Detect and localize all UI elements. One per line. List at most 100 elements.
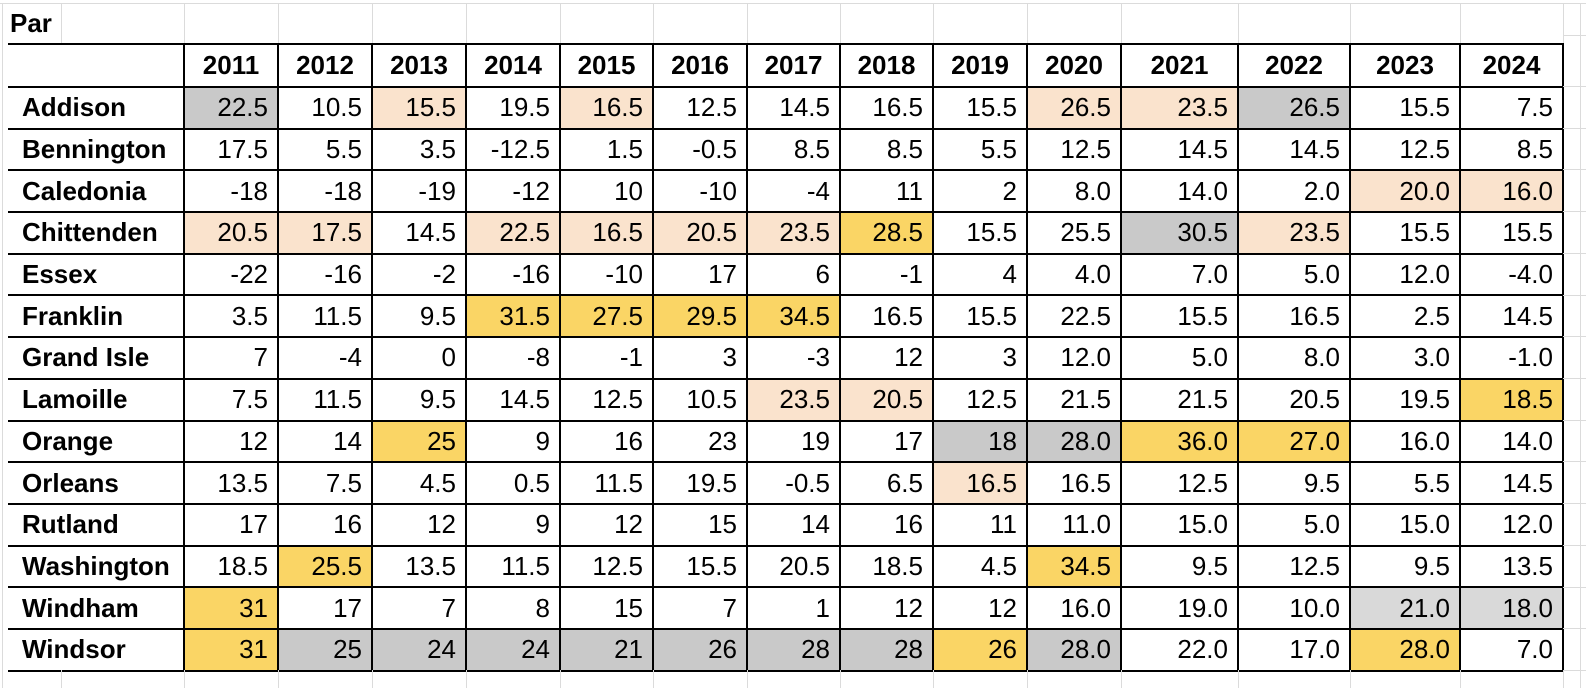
col-header-2015[interactable]: 2015 (559, 43, 654, 88)
cell-chittenden-2022[interactable]: 23.5 (1237, 211, 1351, 255)
cell-rutland-2015[interactable]: 12 (559, 502, 654, 547)
cell-rutland-2024[interactable]: 12.0 (1459, 502, 1564, 547)
cell-franklin-2014[interactable]: 31.5 (465, 294, 561, 339)
cell-lamoille-2023[interactable]: 19.5 (1349, 377, 1461, 422)
col-header-2016[interactable]: 2016 (652, 43, 748, 88)
cell-addison-2016[interactable]: 12.5 (652, 86, 748, 130)
cell-rutland-2017[interactable]: 14 (746, 502, 841, 547)
cell-bennington-2018[interactable]: 8.5 (839, 127, 934, 172)
row-header-windsor[interactable]: Windsor (8, 627, 185, 672)
cell-franklin-2023[interactable]: 2.5 (1349, 294, 1461, 339)
cell-lamoille-2019[interactable]: 12.5 (932, 377, 1028, 422)
cell-franklin-2012[interactable]: 11.5 (277, 294, 373, 339)
cell-windham-2018[interactable]: 12 (839, 586, 934, 630)
cell-essex-2017[interactable]: 6 (746, 252, 841, 297)
row-header-addison[interactable]: Addison (8, 86, 185, 130)
cell-grand-isle-2012[interactable]: -4 (277, 336, 373, 380)
cell-addison-2012[interactable]: 10.5 (277, 86, 373, 130)
cell-bennington-2014[interactable]: -12.5 (465, 127, 561, 172)
cell-addison-2011[interactable]: 22.5 (183, 86, 279, 130)
corner-cell-par[interactable]: Par (10, 8, 52, 38)
cell-grand-isle-2014[interactable]: -8 (465, 336, 561, 380)
cell-rutland-2022[interactable]: 5.0 (1237, 502, 1351, 547)
cell-addison-2021[interactable]: 23.5 (1120, 86, 1239, 130)
cell-washington-2016[interactable]: 15.5 (652, 544, 748, 589)
cell-bennington-2021[interactable]: 14.5 (1120, 127, 1239, 172)
cell-grand-isle-2017[interactable]: -3 (746, 336, 841, 380)
cell-bennington-2011[interactable]: 17.5 (183, 127, 279, 172)
cell-washington-2017[interactable]: 20.5 (746, 544, 841, 589)
cell-orange-2021[interactable]: 36.0 (1120, 419, 1239, 464)
cell-grand-isle-2023[interactable]: 3.0 (1349, 336, 1461, 380)
cell-chittenden-2018[interactable]: 28.5 (839, 211, 934, 255)
cell-essex-2022[interactable]: 5.0 (1237, 252, 1351, 297)
cell-bennington-2015[interactable]: 1.5 (559, 127, 654, 172)
cell-essex-2019[interactable]: 4 (932, 252, 1028, 297)
col-header-2021[interactable]: 2021 (1120, 43, 1239, 88)
cell-addison-2023[interactable]: 15.5 (1349, 86, 1461, 130)
cell-franklin-2024[interactable]: 14.5 (1459, 294, 1564, 339)
cell-essex-2014[interactable]: -16 (465, 252, 561, 297)
cell-orleans-2014[interactable]: 0.5 (465, 461, 561, 505)
cell-windham-2017[interactable]: 1 (746, 586, 841, 630)
cell-windsor-2023[interactable]: 28.0 (1349, 627, 1461, 672)
cell-grand-isle-2015[interactable]: -1 (559, 336, 654, 380)
cell-windsor-2022[interactable]: 17.0 (1237, 627, 1351, 672)
row-header-rutland[interactable]: Rutland (8, 502, 185, 547)
cell-essex-2016[interactable]: 17 (652, 252, 748, 297)
cell-grand-isle-2019[interactable]: 3 (932, 336, 1028, 380)
cell-franklin-2019[interactable]: 15.5 (932, 294, 1028, 339)
cell-addison-2019[interactable]: 15.5 (932, 86, 1028, 130)
cell-orleans-2013[interactable]: 4.5 (371, 461, 467, 505)
cell-windsor-2016[interactable]: 26 (652, 627, 748, 672)
cell-bennington-2016[interactable]: -0.5 (652, 127, 748, 172)
cell-orange-2022[interactable]: 27.0 (1237, 419, 1351, 464)
cell-franklin-2017[interactable]: 34.5 (746, 294, 841, 339)
cell-chittenden-2011[interactable]: 20.5 (183, 211, 279, 255)
cell-lamoille-2020[interactable]: 21.5 (1026, 377, 1122, 422)
cell-orange-2017[interactable]: 19 (746, 419, 841, 464)
col-header-2013[interactable]: 2013 (371, 43, 467, 88)
cell-orange-2014[interactable]: 9 (465, 419, 561, 464)
cell-chittenden-2019[interactable]: 15.5 (932, 211, 1028, 255)
cell-windham-2014[interactable]: 8 (465, 586, 561, 630)
cell-orange-2018[interactable]: 17 (839, 419, 934, 464)
cell-caledonia-2022[interactable]: 2.0 (1237, 169, 1351, 214)
cell-caledonia-2021[interactable]: 14.0 (1120, 169, 1239, 214)
col-header-2023[interactable]: 2023 (1349, 43, 1461, 88)
cell-lamoille-2016[interactable]: 10.5 (652, 377, 748, 422)
cell-essex-2018[interactable]: -1 (839, 252, 934, 297)
cell-orleans-2019[interactable]: 16.5 (932, 461, 1028, 505)
cell-addison-2013[interactable]: 15.5 (371, 86, 467, 130)
cell-lamoille-2022[interactable]: 20.5 (1237, 377, 1351, 422)
cell-orange-2023[interactable]: 16.0 (1349, 419, 1461, 464)
col-header-2011[interactable]: 2011 (183, 43, 279, 88)
cell-orange-2019[interactable]: 18 (932, 419, 1028, 464)
cell-caledonia-2023[interactable]: 20.0 (1349, 169, 1461, 214)
col-header-blank[interactable] (8, 43, 185, 88)
cell-rutland-2020[interactable]: 11.0 (1026, 502, 1122, 547)
cell-addison-2015[interactable]: 16.5 (559, 86, 654, 130)
cell-bennington-2024[interactable]: 8.5 (1459, 127, 1564, 172)
cell-grand-isle-2024[interactable]: -1.0 (1459, 336, 1564, 380)
cell-franklin-2021[interactable]: 15.5 (1120, 294, 1239, 339)
cell-bennington-2023[interactable]: 12.5 (1349, 127, 1461, 172)
cell-windham-2022[interactable]: 10.0 (1237, 586, 1351, 630)
cell-grand-isle-2021[interactable]: 5.0 (1120, 336, 1239, 380)
cell-addison-2020[interactable]: 26.5 (1026, 86, 1122, 130)
cell-chittenden-2014[interactable]: 22.5 (465, 211, 561, 255)
cell-orleans-2015[interactable]: 11.5 (559, 461, 654, 505)
col-header-2014[interactable]: 2014 (465, 43, 561, 88)
cell-windsor-2021[interactable]: 22.0 (1120, 627, 1239, 672)
cell-windham-2019[interactable]: 12 (932, 586, 1028, 630)
cell-addison-2014[interactable]: 19.5 (465, 86, 561, 130)
cell-grand-isle-2011[interactable]: 7 (183, 336, 279, 380)
cell-franklin-2013[interactable]: 9.5 (371, 294, 467, 339)
cell-windham-2023[interactable]: 21.0 (1349, 586, 1461, 630)
cell-addison-2024[interactable]: 7.5 (1459, 86, 1564, 130)
cell-addison-2018[interactable]: 16.5 (839, 86, 934, 130)
cell-lamoille-2018[interactable]: 20.5 (839, 377, 934, 422)
cell-franklin-2016[interactable]: 29.5 (652, 294, 748, 339)
cell-rutland-2021[interactable]: 15.0 (1120, 502, 1239, 547)
cell-windham-2020[interactable]: 16.0 (1026, 586, 1122, 630)
